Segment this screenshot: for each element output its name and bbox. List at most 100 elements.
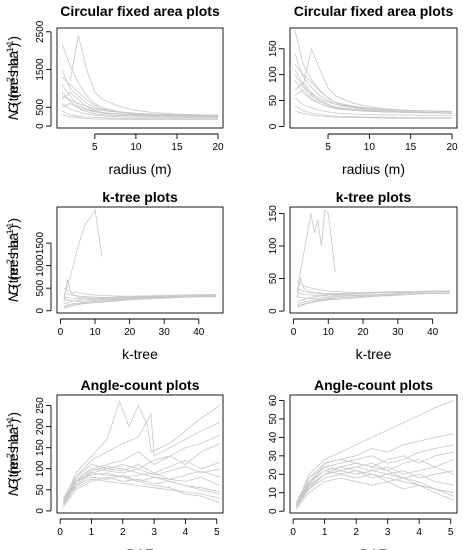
plot-frame: [56, 206, 224, 314]
y-tick-label: 60: [268, 395, 279, 407]
series-line: [294, 89, 452, 114]
series-line: [294, 64, 453, 113]
x-tick-label: 30: [392, 327, 404, 338]
y-axis-label: G (m2 ha−1): [5, 43, 21, 114]
series-group: [61, 35, 219, 120]
x-tick-label: 10: [89, 327, 101, 338]
series-line: [295, 433, 454, 508]
series-line: [294, 74, 453, 112]
series-line: [62, 400, 221, 503]
panel-p5: Angle-count plots012345050100150200250BA…: [5, 377, 224, 550]
x-tick-label: 0: [290, 527, 296, 538]
series-line: [61, 95, 219, 116]
series-line: [62, 459, 221, 499]
panel-title: Angle-count plots: [314, 377, 433, 393]
y-tick-label: 50: [268, 95, 279, 107]
plot-frame: [289, 394, 458, 514]
y-tick-label: 20: [268, 468, 279, 480]
series-group: [294, 30, 453, 119]
y-tick-label: 0: [268, 308, 279, 314]
series-line: [295, 466, 454, 508]
series-line: [62, 478, 220, 503]
y-tick-label: 500: [35, 98, 46, 115]
panel-title: Circular fixed area plots: [60, 3, 220, 19]
y-tick-label: 2500: [35, 20, 46, 43]
x-axis-label: radius (m): [342, 161, 405, 177]
x-tick-label: 20: [213, 142, 225, 153]
series-line: [61, 103, 219, 118]
x-tick-label: 4: [416, 527, 422, 538]
series-line: [62, 412, 221, 505]
series-line: [61, 103, 219, 118]
series-line: [62, 472, 221, 503]
series-group: [295, 400, 454, 510]
series-line: [62, 470, 221, 505]
x-tick-label: 10: [323, 327, 335, 338]
series-line: [296, 292, 450, 297]
y-axis-label: N (trees ha−1): [5, 218, 21, 302]
series-line: [296, 209, 336, 292]
x-axis-label: BAF: [126, 546, 153, 550]
y-tick-label: 100: [268, 237, 279, 254]
series-line: [62, 434, 221, 501]
series-line: [61, 110, 219, 120]
x-tick-label: 40: [427, 327, 439, 338]
panel-title: Circular fixed area plots: [294, 3, 454, 19]
x-axis-label: radius (m): [108, 161, 171, 177]
y-tick-label: 1500: [35, 232, 46, 255]
x-tick-label: 15: [171, 142, 183, 153]
series-line: [295, 400, 454, 506]
x-tick-label: 1: [89, 527, 95, 538]
series-line: [295, 477, 454, 510]
plot-frame: [56, 394, 224, 514]
y-tick-label: 50: [268, 413, 279, 425]
series-line: [61, 91, 219, 117]
x-tick-label: 5: [325, 142, 331, 153]
x-tick-label: 10: [130, 142, 142, 153]
x-tick-label: 0: [58, 327, 64, 338]
y-axis-label: G (m2 ha−1): [5, 419, 21, 490]
y-tick-label: 500: [35, 279, 46, 296]
series-line: [294, 97, 452, 116]
panel-p6: Angle-count plots0123450102030405060BAFG…: [5, 377, 458, 550]
series-group: [63, 207, 217, 309]
y-tick-label: 0: [35, 308, 46, 314]
x-tick-label: 3: [385, 527, 391, 538]
x-tick-label: 0: [291, 327, 297, 338]
y-tick-label: 50: [35, 484, 46, 496]
x-tick-label: 1: [322, 527, 328, 538]
x-tick-label: 5: [214, 527, 220, 538]
series-line: [63, 287, 199, 297]
series-line: [295, 466, 454, 508]
series-line: [294, 110, 452, 119]
series-line: [295, 444, 454, 504]
x-tick-label: 5: [448, 527, 454, 538]
x-tick-label: 10: [364, 142, 376, 153]
plot-frame: [56, 27, 224, 129]
y-tick-label: 10: [268, 487, 279, 499]
series-line: [69, 35, 219, 116]
y-tick-label: 150: [268, 40, 279, 57]
series-line: [62, 466, 220, 505]
y-tick-label: 100: [35, 460, 46, 477]
y-tick-label: 150: [35, 439, 46, 456]
panel-title: k-tree plots: [102, 189, 178, 205]
y-tick-label: 1000: [35, 254, 46, 277]
series-line: [63, 296, 182, 308]
y-tick-label: 0: [268, 123, 279, 129]
plot-frame: [289, 206, 458, 314]
series-line: [61, 114, 219, 120]
x-tick-label: 0: [57, 527, 63, 538]
y-tick-label: 200: [35, 418, 46, 435]
series-line: [61, 42, 219, 117]
y-tick-label: 150: [268, 205, 279, 222]
series-line: [62, 474, 221, 501]
x-tick-label: 15: [405, 142, 417, 153]
y-tick-label: 50: [268, 273, 279, 285]
y-tick-label: 250: [35, 397, 46, 414]
y-tick-label: 0: [268, 508, 279, 514]
y-tick-label: 0: [35, 508, 46, 514]
